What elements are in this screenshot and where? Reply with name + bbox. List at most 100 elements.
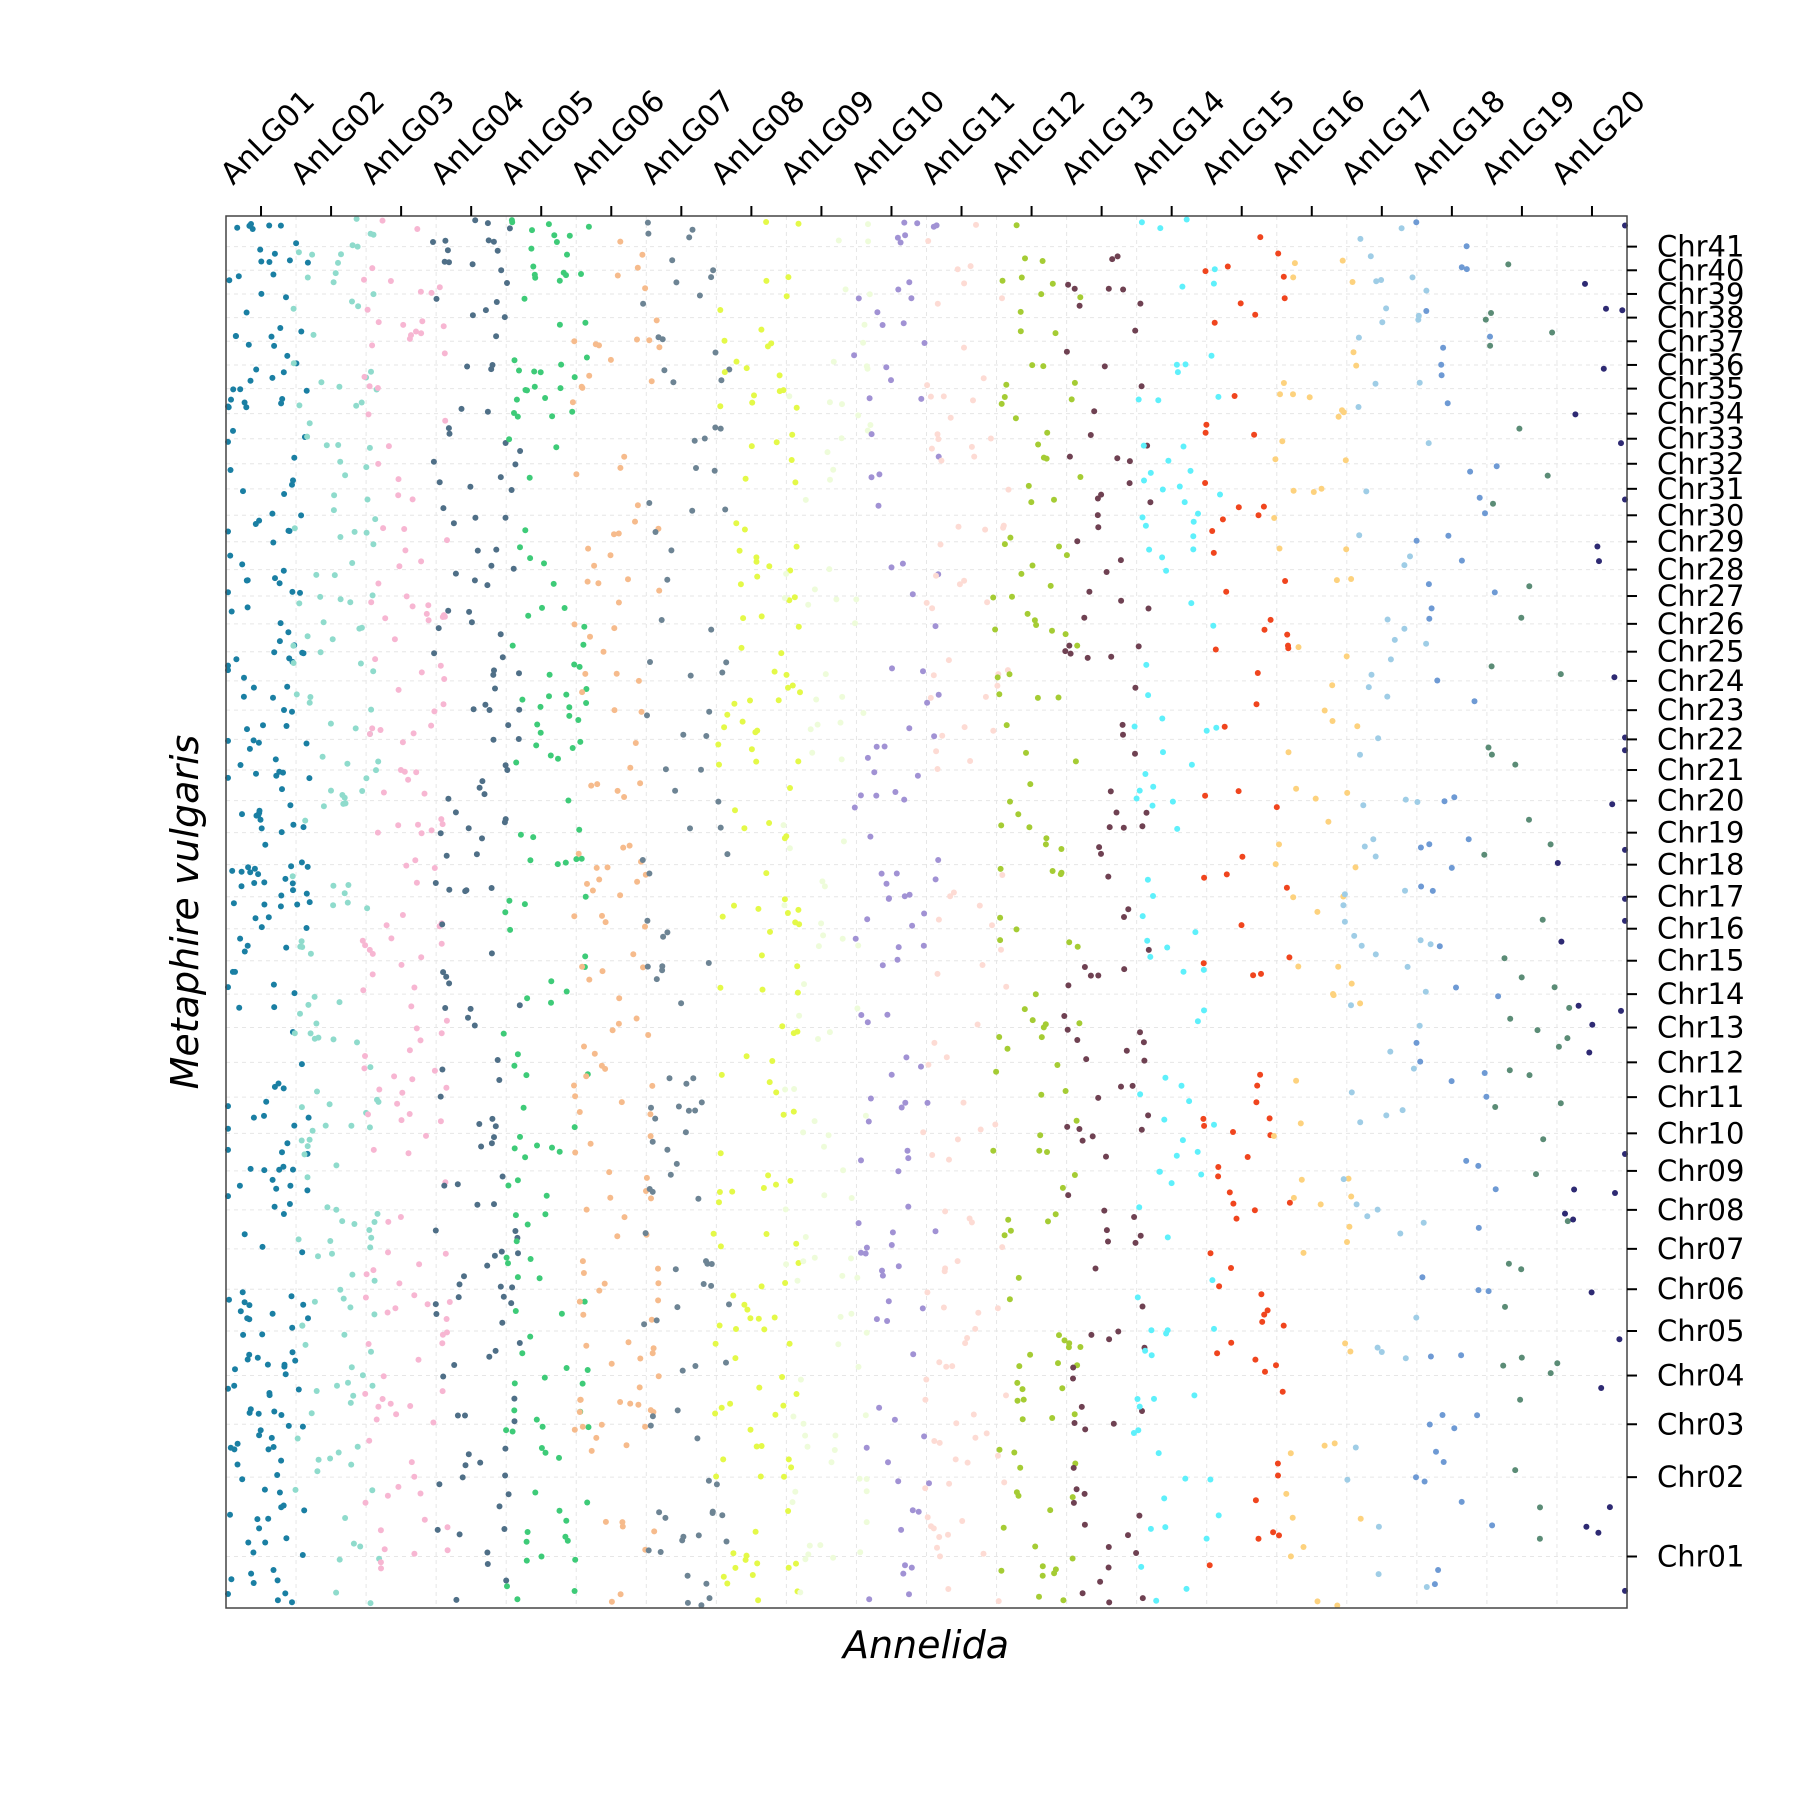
data-point bbox=[759, 986, 766, 993]
data-point bbox=[768, 340, 775, 347]
data-point bbox=[531, 383, 538, 390]
data-point bbox=[897, 239, 904, 246]
data-point bbox=[315, 1253, 321, 1260]
data-point bbox=[923, 1376, 930, 1383]
data-point bbox=[543, 1192, 550, 1199]
data-point bbox=[640, 300, 647, 307]
data-point bbox=[960, 1099, 967, 1106]
data-point bbox=[294, 1435, 301, 1442]
data-point bbox=[1058, 846, 1065, 852]
data-point bbox=[546, 693, 552, 700]
data-point bbox=[298, 938, 305, 945]
data-point bbox=[1176, 483, 1183, 490]
data-point bbox=[1402, 796, 1409, 803]
data-point bbox=[385, 1218, 392, 1225]
data-point bbox=[667, 1171, 674, 1178]
data-point bbox=[1161, 1495, 1168, 1502]
data-point bbox=[1160, 749, 1166, 756]
data-point bbox=[1081, 614, 1088, 621]
data-point bbox=[1138, 383, 1145, 390]
data-point bbox=[431, 708, 438, 715]
data-point bbox=[256, 807, 263, 814]
data-point bbox=[889, 1229, 896, 1236]
data-point bbox=[434, 1526, 441, 1533]
data-point bbox=[571, 621, 578, 628]
data-point bbox=[1047, 1507, 1054, 1514]
data-point bbox=[1375, 735, 1382, 742]
data-point bbox=[478, 1143, 485, 1150]
data-point bbox=[664, 1146, 671, 1153]
data-point bbox=[481, 791, 488, 798]
data-point bbox=[1173, 1152, 1180, 1159]
data-point bbox=[286, 655, 293, 662]
data-point bbox=[313, 1020, 320, 1027]
data-point bbox=[848, 1310, 855, 1317]
data-point bbox=[1155, 397, 1162, 404]
data-point bbox=[1203, 421, 1210, 428]
data-point bbox=[326, 1101, 333, 1108]
data-point bbox=[614, 787, 621, 794]
data-point bbox=[1141, 1057, 1148, 1064]
data-point bbox=[1038, 1034, 1045, 1041]
data-point bbox=[527, 1256, 534, 1262]
data-point bbox=[863, 1476, 870, 1482]
data-point bbox=[577, 1396, 584, 1403]
data-point bbox=[1136, 1403, 1143, 1410]
data-point bbox=[292, 1486, 299, 1493]
data-point bbox=[851, 352, 858, 359]
data-point bbox=[354, 1443, 361, 1450]
data-point bbox=[282, 1371, 289, 1378]
data-point bbox=[352, 725, 359, 732]
data-point bbox=[436, 1481, 443, 1488]
data-point bbox=[405, 1150, 412, 1157]
data-point bbox=[436, 479, 443, 486]
data-point bbox=[749, 399, 756, 406]
data-point bbox=[290, 305, 297, 312]
data-point bbox=[773, 1181, 779, 1188]
data-point bbox=[1282, 578, 1289, 584]
data-point bbox=[1421, 1478, 1428, 1485]
data-point bbox=[452, 570, 459, 577]
y-tick-label: Chr03 bbox=[1657, 1407, 1744, 1441]
data-point bbox=[241, 399, 248, 406]
data-point bbox=[998, 400, 1005, 407]
data-point bbox=[758, 952, 765, 959]
data-point bbox=[1404, 963, 1411, 970]
data-point bbox=[1207, 1250, 1214, 1257]
data-point bbox=[1257, 1071, 1264, 1078]
data-point bbox=[751, 392, 757, 399]
data-point bbox=[550, 580, 557, 587]
data-point bbox=[616, 995, 623, 1002]
y-tick-label: Chr34 bbox=[1657, 397, 1744, 431]
data-point bbox=[1017, 308, 1024, 315]
data-point bbox=[442, 1005, 449, 1011]
data-point bbox=[403, 593, 410, 600]
data-point bbox=[370, 541, 377, 548]
data-point bbox=[790, 1108, 797, 1115]
data-point bbox=[332, 270, 339, 277]
data-point bbox=[465, 825, 472, 832]
data-point bbox=[262, 1539, 269, 1546]
data-point bbox=[1415, 312, 1422, 319]
data-point bbox=[437, 830, 444, 837]
data-point bbox=[1544, 472, 1551, 479]
data-point bbox=[504, 767, 511, 773]
data-point bbox=[572, 1093, 579, 1100]
data-point bbox=[491, 1252, 498, 1259]
data-point bbox=[531, 271, 538, 278]
data-point bbox=[997, 937, 1004, 944]
data-point bbox=[360, 987, 367, 994]
data-point bbox=[606, 1169, 613, 1176]
data-point bbox=[1182, 1475, 1189, 1482]
data-point bbox=[302, 1341, 309, 1348]
data-point bbox=[635, 1401, 642, 1408]
data-point bbox=[1423, 308, 1430, 314]
data-point bbox=[658, 617, 665, 623]
data-point bbox=[575, 850, 582, 857]
data-point bbox=[466, 608, 473, 615]
data-point bbox=[564, 1537, 571, 1544]
data-point bbox=[1340, 902, 1347, 909]
data-point bbox=[684, 1572, 691, 1579]
data-point bbox=[541, 1374, 548, 1381]
data-point bbox=[729, 1188, 736, 1195]
